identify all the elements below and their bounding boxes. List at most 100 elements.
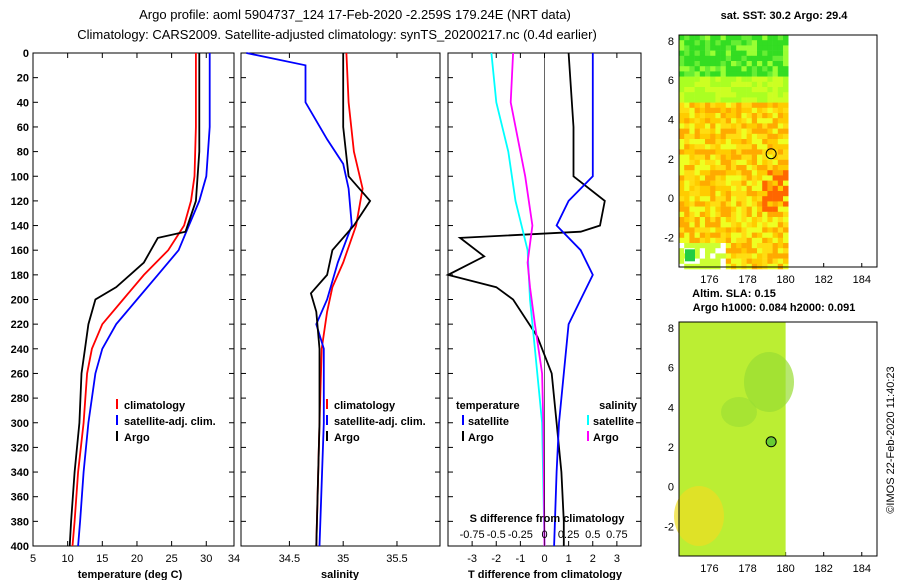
legend-swatch-sat-s bbox=[587, 415, 589, 425]
sst-cell bbox=[694, 248, 701, 254]
sst-cell bbox=[731, 118, 737, 124]
sst-cell bbox=[767, 133, 773, 140]
sst-cell bbox=[684, 35, 690, 41]
sst-cell bbox=[720, 61, 727, 67]
sst-cell bbox=[694, 232, 701, 239]
sst-cell bbox=[699, 76, 706, 83]
x2-tick-label: 0.25 bbox=[558, 529, 579, 541]
sst-cell bbox=[679, 201, 685, 207]
series-line-argo bbox=[309, 53, 372, 547]
sst-cell bbox=[715, 185, 721, 192]
x-tick-label: 0 bbox=[541, 553, 547, 565]
sst-cell bbox=[757, 61, 763, 67]
sst-cell bbox=[715, 227, 721, 233]
sst-cell bbox=[746, 227, 753, 233]
sst-cell bbox=[772, 165, 779, 171]
sst-cell bbox=[699, 133, 706, 140]
sst-cell bbox=[684, 55, 690, 62]
sst-cell bbox=[689, 133, 695, 140]
sst-cell bbox=[705, 180, 711, 187]
sst-cell bbox=[736, 45, 742, 51]
y-tick-label: 160 bbox=[11, 245, 29, 257]
sst-cell bbox=[679, 232, 685, 239]
sst-cell bbox=[741, 237, 747, 244]
legend-swatch-argo bbox=[116, 431, 118, 441]
sst-cell bbox=[772, 66, 779, 72]
sst-cell bbox=[777, 149, 784, 155]
diff-xlabel: T difference from climatology bbox=[468, 569, 623, 580]
sst-cell bbox=[715, 107, 721, 114]
sst-cell bbox=[741, 185, 747, 192]
sst-cell bbox=[689, 149, 695, 155]
y-tick-label: 20 bbox=[17, 73, 29, 85]
sst-cell bbox=[751, 191, 758, 197]
series-line-satellite-temperature bbox=[553, 53, 594, 547]
sst-cell bbox=[746, 61, 753, 67]
sst-cell bbox=[699, 81, 706, 88]
sst-cell bbox=[777, 76, 784, 83]
sst-cell bbox=[762, 185, 768, 192]
sst-cell bbox=[767, 87, 773, 93]
sst-cell bbox=[741, 248, 747, 254]
sst-cell bbox=[783, 40, 789, 46]
sst-cell bbox=[751, 196, 758, 202]
sst-cell bbox=[679, 40, 685, 46]
sst-cell bbox=[699, 123, 706, 129]
sst-cell bbox=[705, 175, 711, 181]
sst-cell bbox=[725, 232, 732, 239]
sst-cell bbox=[715, 35, 721, 41]
sst-cell bbox=[777, 253, 784, 259]
sst-cell bbox=[751, 180, 758, 187]
sst-cell bbox=[767, 76, 773, 83]
sst-cell bbox=[679, 206, 685, 213]
sst-cell bbox=[689, 123, 695, 129]
sst-cell bbox=[736, 40, 742, 46]
sst-cell bbox=[731, 175, 737, 181]
sst-cell bbox=[757, 248, 763, 254]
sst-cell bbox=[757, 40, 763, 46]
sst-cell bbox=[679, 149, 685, 155]
sst-cell bbox=[715, 201, 721, 207]
sst-cell bbox=[679, 118, 685, 124]
sst-cell bbox=[694, 40, 701, 46]
sst-cell bbox=[689, 87, 695, 93]
sst-cell bbox=[736, 87, 742, 93]
sst-cell bbox=[731, 165, 737, 171]
sst-cell bbox=[741, 211, 747, 218]
sst-cell bbox=[746, 102, 753, 109]
sst-cell bbox=[772, 55, 779, 62]
sst-cell bbox=[772, 248, 779, 254]
sst-cell bbox=[731, 128, 737, 135]
sst-frame bbox=[678, 34, 878, 268]
sst-cell bbox=[725, 102, 732, 109]
y-tick-label: 300 bbox=[11, 418, 29, 430]
sst-cell bbox=[710, 102, 716, 109]
sst-cell bbox=[689, 243, 695, 249]
sst-cell bbox=[746, 253, 753, 259]
sst-cell bbox=[751, 87, 758, 93]
sst-cell bbox=[746, 154, 753, 161]
sst-cell bbox=[762, 35, 768, 41]
sst-cell bbox=[705, 211, 711, 218]
sst-cell bbox=[736, 211, 742, 218]
sst-cell bbox=[679, 243, 685, 249]
x-tick-label: 35.5 bbox=[386, 553, 407, 565]
sst-cell bbox=[741, 243, 747, 249]
sst-cell bbox=[699, 40, 706, 46]
sst-cell bbox=[762, 40, 768, 46]
sst-cell bbox=[741, 55, 747, 62]
sst-cell bbox=[757, 66, 763, 72]
sst-cell bbox=[710, 222, 716, 228]
sst-cell bbox=[715, 45, 721, 51]
sst-cell bbox=[720, 81, 727, 88]
sst-cell bbox=[689, 66, 695, 72]
sst-cell bbox=[736, 159, 742, 166]
sst-cell bbox=[767, 154, 773, 161]
sst-cell bbox=[699, 113, 706, 119]
y-tick-label: 180 bbox=[11, 270, 29, 282]
sst-cell bbox=[746, 217, 753, 223]
sst-cell bbox=[689, 237, 695, 244]
sst-cell bbox=[699, 61, 706, 67]
sst-cell bbox=[746, 76, 753, 83]
sst-cell bbox=[772, 243, 779, 249]
